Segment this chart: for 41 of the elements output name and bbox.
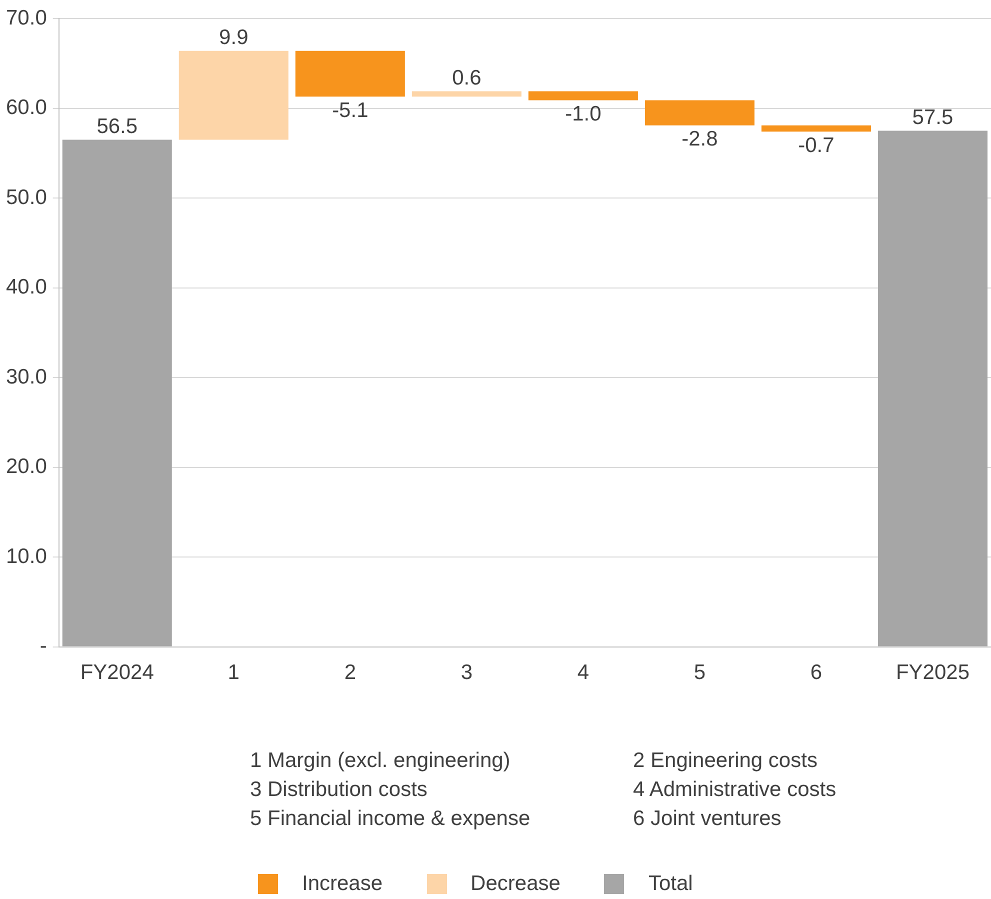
x-tick-label: FY2024 [80,661,154,684]
x-tick-label: FY2025 [896,661,970,684]
x-tick-label: 4 [577,661,590,684]
text: 2 Engineering costs [633,748,818,773]
legend-label: Total [648,872,693,896]
legend-label: Increase [302,872,383,896]
y-tick-label: 60.0 [6,96,47,120]
text: 5 Financial income & expense [250,806,532,831]
x-tick-label: 6 [810,661,822,684]
data-label: 57.5 [912,106,954,130]
y-tick-label: 50.0 [6,186,47,209]
bar [295,50,405,97]
bar [528,91,638,100]
data-label: -0.7 [798,134,834,157]
text: 6 Joint ventures [633,806,782,831]
bar [761,125,871,132]
data-label: -5.1 [332,98,368,122]
y-tick-label: 30.0 [6,365,47,388]
data-label: -1.0 [565,102,602,126]
legend-label: Decrease [470,872,560,896]
y-tick-label: - [40,634,47,658]
y-tick-label: 40.0 [6,276,47,299]
data-label: 56.5 [96,115,138,138]
text: 4 Administrative costs [633,777,838,802]
data-label: 9.9 [219,26,248,50]
x-tick-label: 2 [344,661,356,684]
y-tick-label: 70.0 [6,6,47,30]
bar [878,130,988,646]
bar [178,50,288,140]
bar [644,100,754,126]
y-tick-label: 10.0 [6,544,47,568]
data-label: 0.6 [452,66,482,90]
data-label: -2.8 [682,128,718,151]
bar [62,140,172,646]
bar [412,91,522,97]
y-tick-label: 20.0 [6,455,47,478]
text: 3 Distribution costs [250,777,428,802]
x-tick-label: 1 [228,661,240,684]
text: 1 Margin (excl. engineering) [250,748,512,773]
x-tick-label: 3 [460,661,473,684]
x-tick-label: 5 [694,661,706,684]
